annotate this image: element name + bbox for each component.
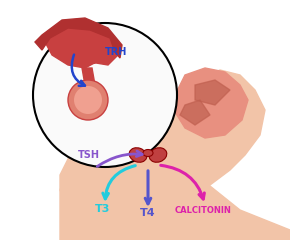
Polygon shape bbox=[45, 25, 118, 68]
Text: TSH: TSH bbox=[78, 150, 100, 160]
Circle shape bbox=[33, 23, 177, 167]
Circle shape bbox=[74, 86, 102, 114]
Polygon shape bbox=[195, 80, 230, 105]
Polygon shape bbox=[35, 18, 122, 58]
Polygon shape bbox=[60, 143, 290, 240]
Ellipse shape bbox=[143, 150, 153, 156]
Ellipse shape bbox=[129, 148, 147, 162]
Polygon shape bbox=[60, 70, 290, 240]
Polygon shape bbox=[175, 68, 248, 138]
Text: TRH: TRH bbox=[105, 47, 127, 57]
Ellipse shape bbox=[149, 148, 167, 162]
Text: T4: T4 bbox=[140, 208, 156, 218]
Text: CALCITONIN: CALCITONIN bbox=[175, 206, 232, 215]
Polygon shape bbox=[82, 68, 95, 85]
Polygon shape bbox=[180, 100, 210, 125]
Circle shape bbox=[68, 80, 108, 120]
Text: T3: T3 bbox=[95, 204, 110, 214]
